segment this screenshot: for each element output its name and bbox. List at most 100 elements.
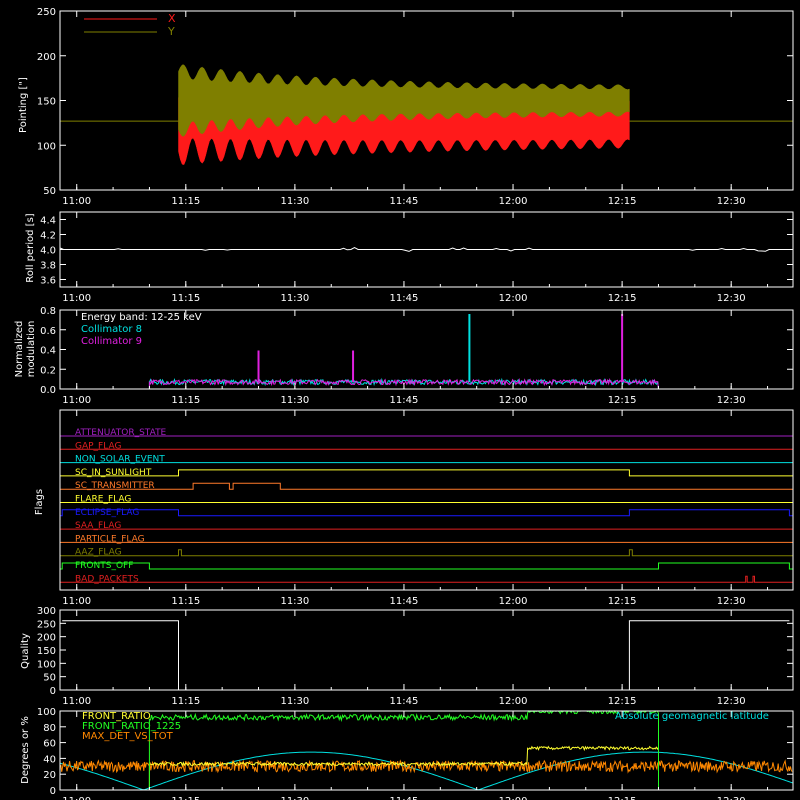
pointing-ytick-label: 100 <box>37 141 56 152</box>
flags-xtick-label: 11:15 <box>171 596 200 607</box>
pointing-ytick-label: 50 <box>43 186 56 197</box>
misc-ytick-label: 20 <box>43 770 56 781</box>
pointing-xtick-label: 12:00 <box>499 196 528 207</box>
roll-xtick-label: 11:15 <box>171 293 200 304</box>
quality-xtick-label: 11:45 <box>390 696 419 707</box>
pointing-xtick-label: 11:45 <box>390 196 419 207</box>
flag-label-particle-flag: PARTICLE_FLAG <box>75 534 145 544</box>
quality-ylabel: Quality <box>20 633 31 669</box>
roll-xtick-label: 11:00 <box>62 293 91 304</box>
geomag-latitude-line <box>59 751 794 791</box>
mod-xtick-label: 12:15 <box>608 395 637 406</box>
flags-xtick-label: 11:00 <box>62 596 91 607</box>
flag-label-sc-transmitter: SC_TRANSMITTER <box>75 481 155 491</box>
quality-panel: 0 50 100 150 200 250 300 11:00 11:15 11:30 11:45 12… <box>37 606 794 707</box>
misc-xtick-label: 11:00 <box>62 796 91 800</box>
flag-line-sc-in-sunlight <box>60 469 793 477</box>
pointing-band-y <box>178 64 630 137</box>
mod-xtick-label: 11:45 <box>390 395 419 406</box>
quality-ytick-label: 200 <box>37 633 56 644</box>
pointing-xtick-label: 11:15 <box>171 196 200 207</box>
pointing-ytick-label: 150 <box>37 97 56 108</box>
flags-xtick-label: 12:15 <box>608 596 637 607</box>
flags-xtick-label: 11:45 <box>390 596 419 607</box>
flag-label-fronts-off: FRONTS_OFF <box>75 561 133 571</box>
misc-xtick-label: 12:30 <box>717 796 746 800</box>
legend-max-det-vs-tot: MAX_DET_VS_TOT <box>82 731 174 742</box>
misc-ylabel: Degrees or % <box>20 716 31 784</box>
misc-ytick-label: 80 <box>43 723 56 734</box>
quality-xtick-label: 11:00 <box>62 696 91 707</box>
legend-x-label: X <box>168 12 176 25</box>
mod-xtick-label: 12:00 <box>499 395 528 406</box>
misc-ytick-label: 0 <box>50 786 56 797</box>
mod-ytick-label: 0.2 <box>40 365 56 376</box>
quality-ytick-label: 150 <box>37 646 56 657</box>
flag-line-aaz-flag <box>60 549 793 557</box>
roll-xtick-label: 12:30 <box>717 293 746 304</box>
flag-line-eclipse-flag <box>60 509 793 517</box>
energy-band-annotation: Energy band: 12-25 keV <box>81 312 202 323</box>
flag-label-attenuator-state: ATTENUATOR_STATE <box>75 428 167 438</box>
flag-label-saa-flag: SAA_FLAG <box>75 521 121 531</box>
quality-xtick-label: 11:15 <box>171 696 200 707</box>
quality-xtick-label: 12:30 <box>717 696 746 707</box>
misc-ytick-label: 60 <box>43 739 56 750</box>
quality-ytick-label: 250 <box>37 619 56 630</box>
roll-xtick-label: 12:00 <box>499 293 528 304</box>
ratio-latitude-panel: 11:00 11:15 11:30 11:45 12:00 12:15 12:30 0 20 40… <box>37 707 794 800</box>
pointing-ylabel: Pointing ["] <box>18 77 29 133</box>
roll-ytick-label: 4.0 <box>40 246 56 257</box>
flags-xtick-label: 12:00 <box>499 596 528 607</box>
flags-ylabel: Flags <box>34 489 45 515</box>
flag-line-fronts-off <box>60 562 793 570</box>
pointing-panel: 11:00 11:15 11:30 11:45 12:00 12:15 12:30 50 100… <box>37 7 794 207</box>
misc-xtick-label: 12:15 <box>608 796 637 800</box>
flags-xtick-label: 11:30 <box>280 596 309 607</box>
misc-ytick-label: 40 <box>43 754 56 765</box>
roll-period-line <box>59 247 791 252</box>
mod-xtick-label: 11:15 <box>171 395 200 406</box>
legend-geomag-latitude: Absolute geomagnetic latitude <box>615 711 769 722</box>
mod-ylabel-line1: Normalized <box>14 321 25 378</box>
roll-period-panel: 11:00 11:15 11:30 11:45 12:00 12:15 12:30 3.6 3.… <box>40 211 794 304</box>
mod-xtick-label: 11:00 <box>62 395 91 406</box>
misc-xtick-label: 11:15 <box>171 796 200 800</box>
flags-panel: ATTENUATOR_STATE GAP_FLAG NON_SOLAR_EVENT S… <box>59 409 794 607</box>
roll-xtick-label: 11:45 <box>390 293 419 304</box>
mod-xtick-label: 12:30 <box>717 395 746 406</box>
flag-label-gap-flag: GAP_FLAG <box>75 441 121 451</box>
legend-front-ratio-1225: FRONT_RATIO_1225 <box>82 721 181 732</box>
quality-ytick-label: 300 <box>37 606 56 617</box>
misc-xtick-label: 11:45 <box>390 796 419 800</box>
mod-ytick-label: 0.6 <box>40 326 56 337</box>
front-ratio-line <box>60 745 793 791</box>
quality-xtick-label: 11:30 <box>280 696 309 707</box>
quality-frame <box>59 609 794 691</box>
pointing-ytick-label: 250 <box>37 7 56 18</box>
modulation-panel: 11:00 11:15 11:30 11:45 12:00 12:15 12:30 0.0 0.… <box>40 306 794 406</box>
pointing-xtick-label: 11:00 <box>62 196 91 207</box>
quality-ytick-label: 0 <box>50 686 56 697</box>
pointing-ytick-label: 200 <box>37 52 56 63</box>
quality-ytick-label: 50 <box>43 673 56 684</box>
collimator8-annotation: Collimator 8 <box>81 324 142 335</box>
roll-ytick-label: 4.2 <box>40 231 56 242</box>
misc-ytick-label: 100 <box>37 707 56 718</box>
mod-ytick-label: 0.0 <box>40 385 56 396</box>
pointing-xtick-label: 12:15 <box>608 196 637 207</box>
roll-ylabel: Roll period [s] <box>25 213 36 282</box>
roll-xtick-label: 12:15 <box>608 293 637 304</box>
flag-label-sc-in-sunlight: SC_IN_SUNLIGHT <box>75 468 152 478</box>
mod-ylabel-line2: modulation <box>26 321 37 378</box>
flag-label-eclipse-flag: ECLIPSE_FLAG <box>75 508 139 518</box>
max-det-vs-tot-line <box>59 759 793 774</box>
quality-ytick-label: 100 <box>37 659 56 670</box>
collimator9-annotation: Collimator 9 <box>81 336 142 347</box>
roll-ytick-label: 3.6 <box>40 276 56 287</box>
flags-frame <box>59 409 794 591</box>
roll-xtick-label: 11:30 <box>280 293 309 304</box>
pointing-xtick-label: 12:30 <box>717 196 746 207</box>
flags-xtick-label: 12:30 <box>717 596 746 607</box>
